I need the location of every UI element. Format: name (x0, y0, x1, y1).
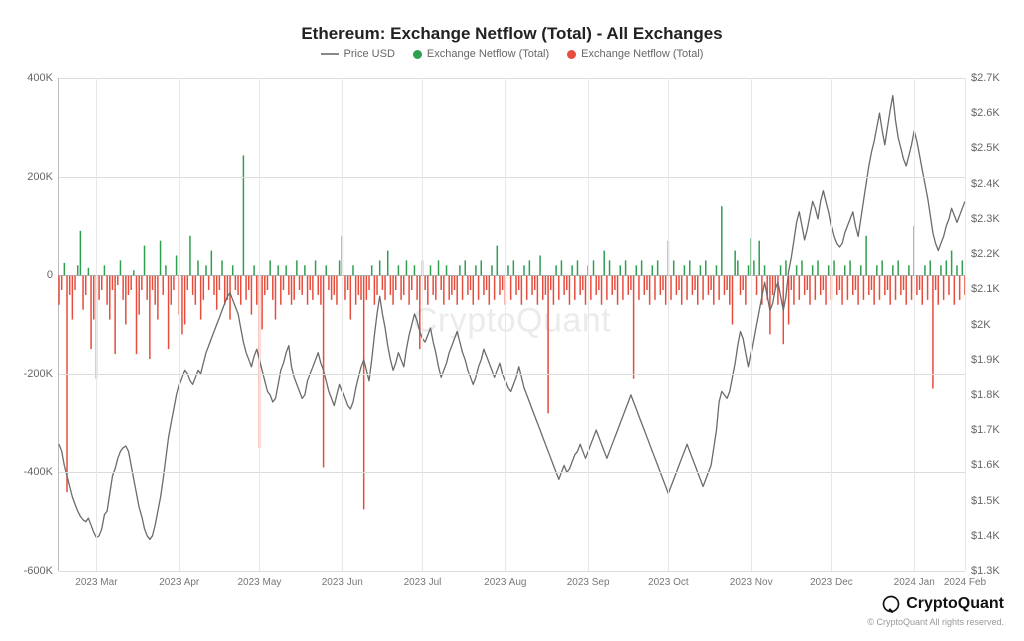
chart-plot-area: CryptoQuant 400K200K0-200K-400K-600K$2.7… (58, 78, 966, 571)
legend-item-price: Price USD (321, 48, 395, 60)
x-tick: 2023 Jul (404, 571, 442, 588)
x-tick: 2023 May (237, 571, 281, 588)
x-tick: 2024 Feb (944, 571, 986, 588)
y-right-tick: $2K (965, 319, 991, 331)
gridline-v (96, 78, 97, 571)
y-left-tick: 400K (27, 72, 59, 84)
gridline-h (59, 374, 965, 375)
y-right-tick: $2.3K (965, 213, 1000, 225)
legend-dot-red-icon (567, 50, 576, 59)
y-right-tick: $1.8K (965, 389, 1000, 401)
legend-label: Exchange Netflow (Total) (427, 48, 549, 60)
y-left-tick: 0 (47, 269, 59, 281)
price-line (59, 78, 965, 571)
x-tick: 2023 Aug (484, 571, 526, 588)
x-tick: 2024 Jan (894, 571, 935, 588)
x-tick: 2023 Mar (75, 571, 117, 588)
legend-item-inflow: Exchange Netflow (Total) (413, 48, 549, 60)
y-right-tick: $1.6K (965, 459, 1000, 471)
legend-line-icon (321, 53, 339, 55)
gridline-v (179, 78, 180, 571)
gridline-v (422, 78, 423, 571)
chart-legend: Price USD Exchange Netflow (Total) Excha… (0, 48, 1024, 60)
gridline-h (59, 472, 965, 473)
gridline-v (751, 78, 752, 571)
copyright-text: © CryptoQuant All rights reserved. (867, 617, 1004, 627)
gridline-v (342, 78, 343, 571)
x-tick: 2023 Jun (322, 571, 363, 588)
y-right-tick: $1.5K (965, 495, 1000, 507)
y-right-tick: $2.4K (965, 178, 1000, 190)
legend-dot-green-icon (413, 50, 422, 59)
gridline-v (831, 78, 832, 571)
y-left-tick: 200K (27, 171, 59, 183)
y-right-tick: $1.9K (965, 354, 1000, 366)
gridline-h (59, 78, 965, 79)
x-tick: 2023 Oct (648, 571, 689, 588)
legend-label: Price USD (344, 48, 395, 60)
gridline-h (59, 275, 965, 276)
y-right-tick: $2.5K (965, 142, 1000, 154)
gridline-v (668, 78, 669, 571)
gridline-v (259, 78, 260, 571)
legend-item-outflow: Exchange Netflow (Total) (567, 48, 703, 60)
gridline-v (588, 78, 589, 571)
y-left-tick: -400K (24, 466, 59, 478)
y-right-tick: $1.7K (965, 424, 1000, 436)
gridline-v (505, 78, 506, 571)
gridline-v (914, 78, 915, 571)
legend-label: Exchange Netflow (Total) (581, 48, 703, 60)
y-left-tick: -200K (24, 368, 59, 380)
logo-icon (882, 595, 900, 613)
y-right-tick: $2.7K (965, 72, 1000, 84)
y-right-tick: $1.4K (965, 530, 1000, 542)
y-left-tick: -600K (24, 565, 59, 577)
branding-text: CryptoQuant (906, 595, 1004, 613)
x-tick: 2023 Nov (730, 571, 773, 588)
gridline-h (59, 177, 965, 178)
y-right-tick: $2.1K (965, 283, 1000, 295)
x-tick: 2023 Dec (810, 571, 853, 588)
x-tick: 2023 Apr (159, 571, 199, 588)
y-right-tick: $2.2K (965, 248, 1000, 260)
branding-logo: CryptoQuant (882, 595, 1004, 613)
x-tick: 2023 Sep (567, 571, 610, 588)
y-right-tick: $2.6K (965, 107, 1000, 119)
chart-title: Ethereum: Exchange Netflow (Total) - All… (0, 24, 1024, 44)
gridline-v (965, 78, 966, 571)
